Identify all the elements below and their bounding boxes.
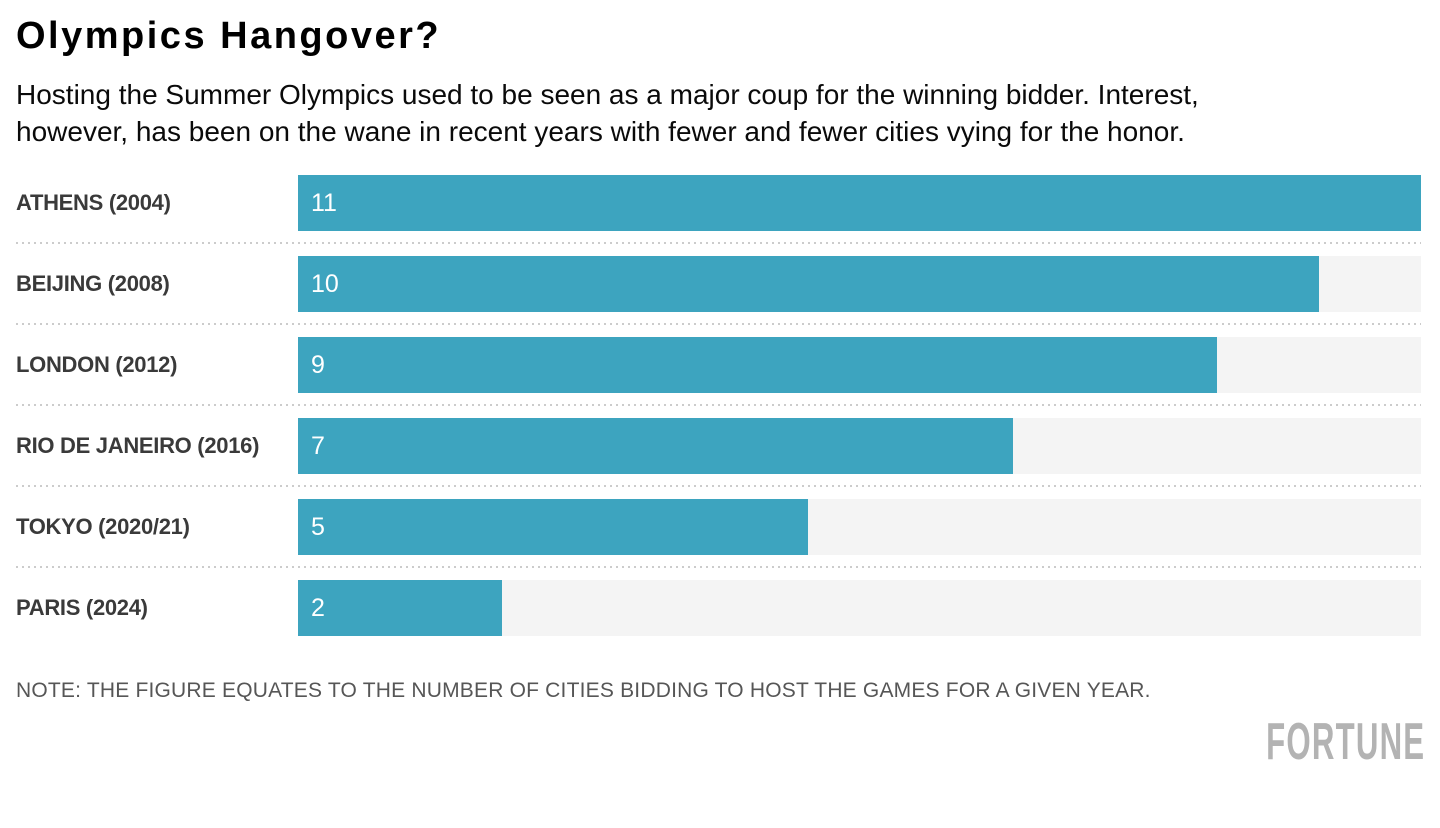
row-separator	[16, 485, 1421, 487]
chart-row: PARIS (2024) 2	[16, 580, 1421, 636]
chart-subtitle-line: however, has been on the wane in recent …	[16, 116, 1185, 147]
category-label: RIO DE JANEIRO (2016)	[16, 433, 260, 458]
chart-row: RIO DE JANEIRO (2016) 7	[16, 418, 1421, 474]
row-separator	[16, 566, 1421, 568]
bar-track: 7	[298, 418, 1421, 474]
row-separator	[16, 323, 1421, 325]
category-label: TOKYO (2020/21)	[16, 514, 190, 539]
bar: 7	[298, 418, 1013, 474]
chart-row: TOKYO (2020/21) 5	[16, 499, 1421, 555]
bar-track: 9	[298, 337, 1421, 393]
category-label: PARIS (2024)	[16, 595, 148, 620]
chart-row: BEIJING (2008) 10	[16, 256, 1421, 312]
bar-track: 11	[298, 175, 1421, 231]
bar: 2	[298, 580, 503, 636]
category-label: BEIJING (2008)	[16, 271, 170, 296]
bar-value-label: 2	[311, 593, 325, 622]
bar-value-label: 7	[311, 431, 325, 460]
chart-row: ATHENS (2004) 11	[16, 175, 1421, 231]
bar: 9	[298, 337, 1217, 393]
chart-subtitle-line: Hosting the Summer Olympics used to be s…	[16, 79, 1199, 110]
category-label: ATHENS (2004)	[16, 190, 171, 215]
bar-chart-area: ATHENS (2004) 11 BEIJING (2008) 10 LONDON (2…	[16, 175, 1421, 636]
bar-track: 10	[298, 256, 1421, 312]
bar: 5	[298, 499, 809, 555]
category-label: LONDON (2012)	[16, 352, 178, 377]
bar-track: 2	[298, 580, 1421, 636]
bar-value-label: 10	[311, 269, 339, 298]
chart-row: LONDON (2012) 9	[16, 337, 1421, 393]
bar: 11	[298, 175, 1421, 231]
bar-value-label: 9	[311, 350, 325, 379]
chart-title: Olympics Hangover?	[16, 15, 442, 57]
fortune-logo: FORTUNE	[1265, 713, 1425, 771]
bar: 10	[298, 256, 1319, 312]
bar-value-label: 5	[311, 512, 325, 541]
bar-track: 5	[298, 499, 1421, 555]
row-separator	[16, 404, 1421, 406]
chart-subtitle: Hosting the Summer Olympics used to be s…	[16, 76, 1426, 150]
bar-value-label: 11	[311, 188, 337, 217]
chart-note: NOTE: THE FIGURE EQUATES TO THE NUMBER O…	[16, 679, 1151, 702]
row-separator	[16, 242, 1421, 244]
